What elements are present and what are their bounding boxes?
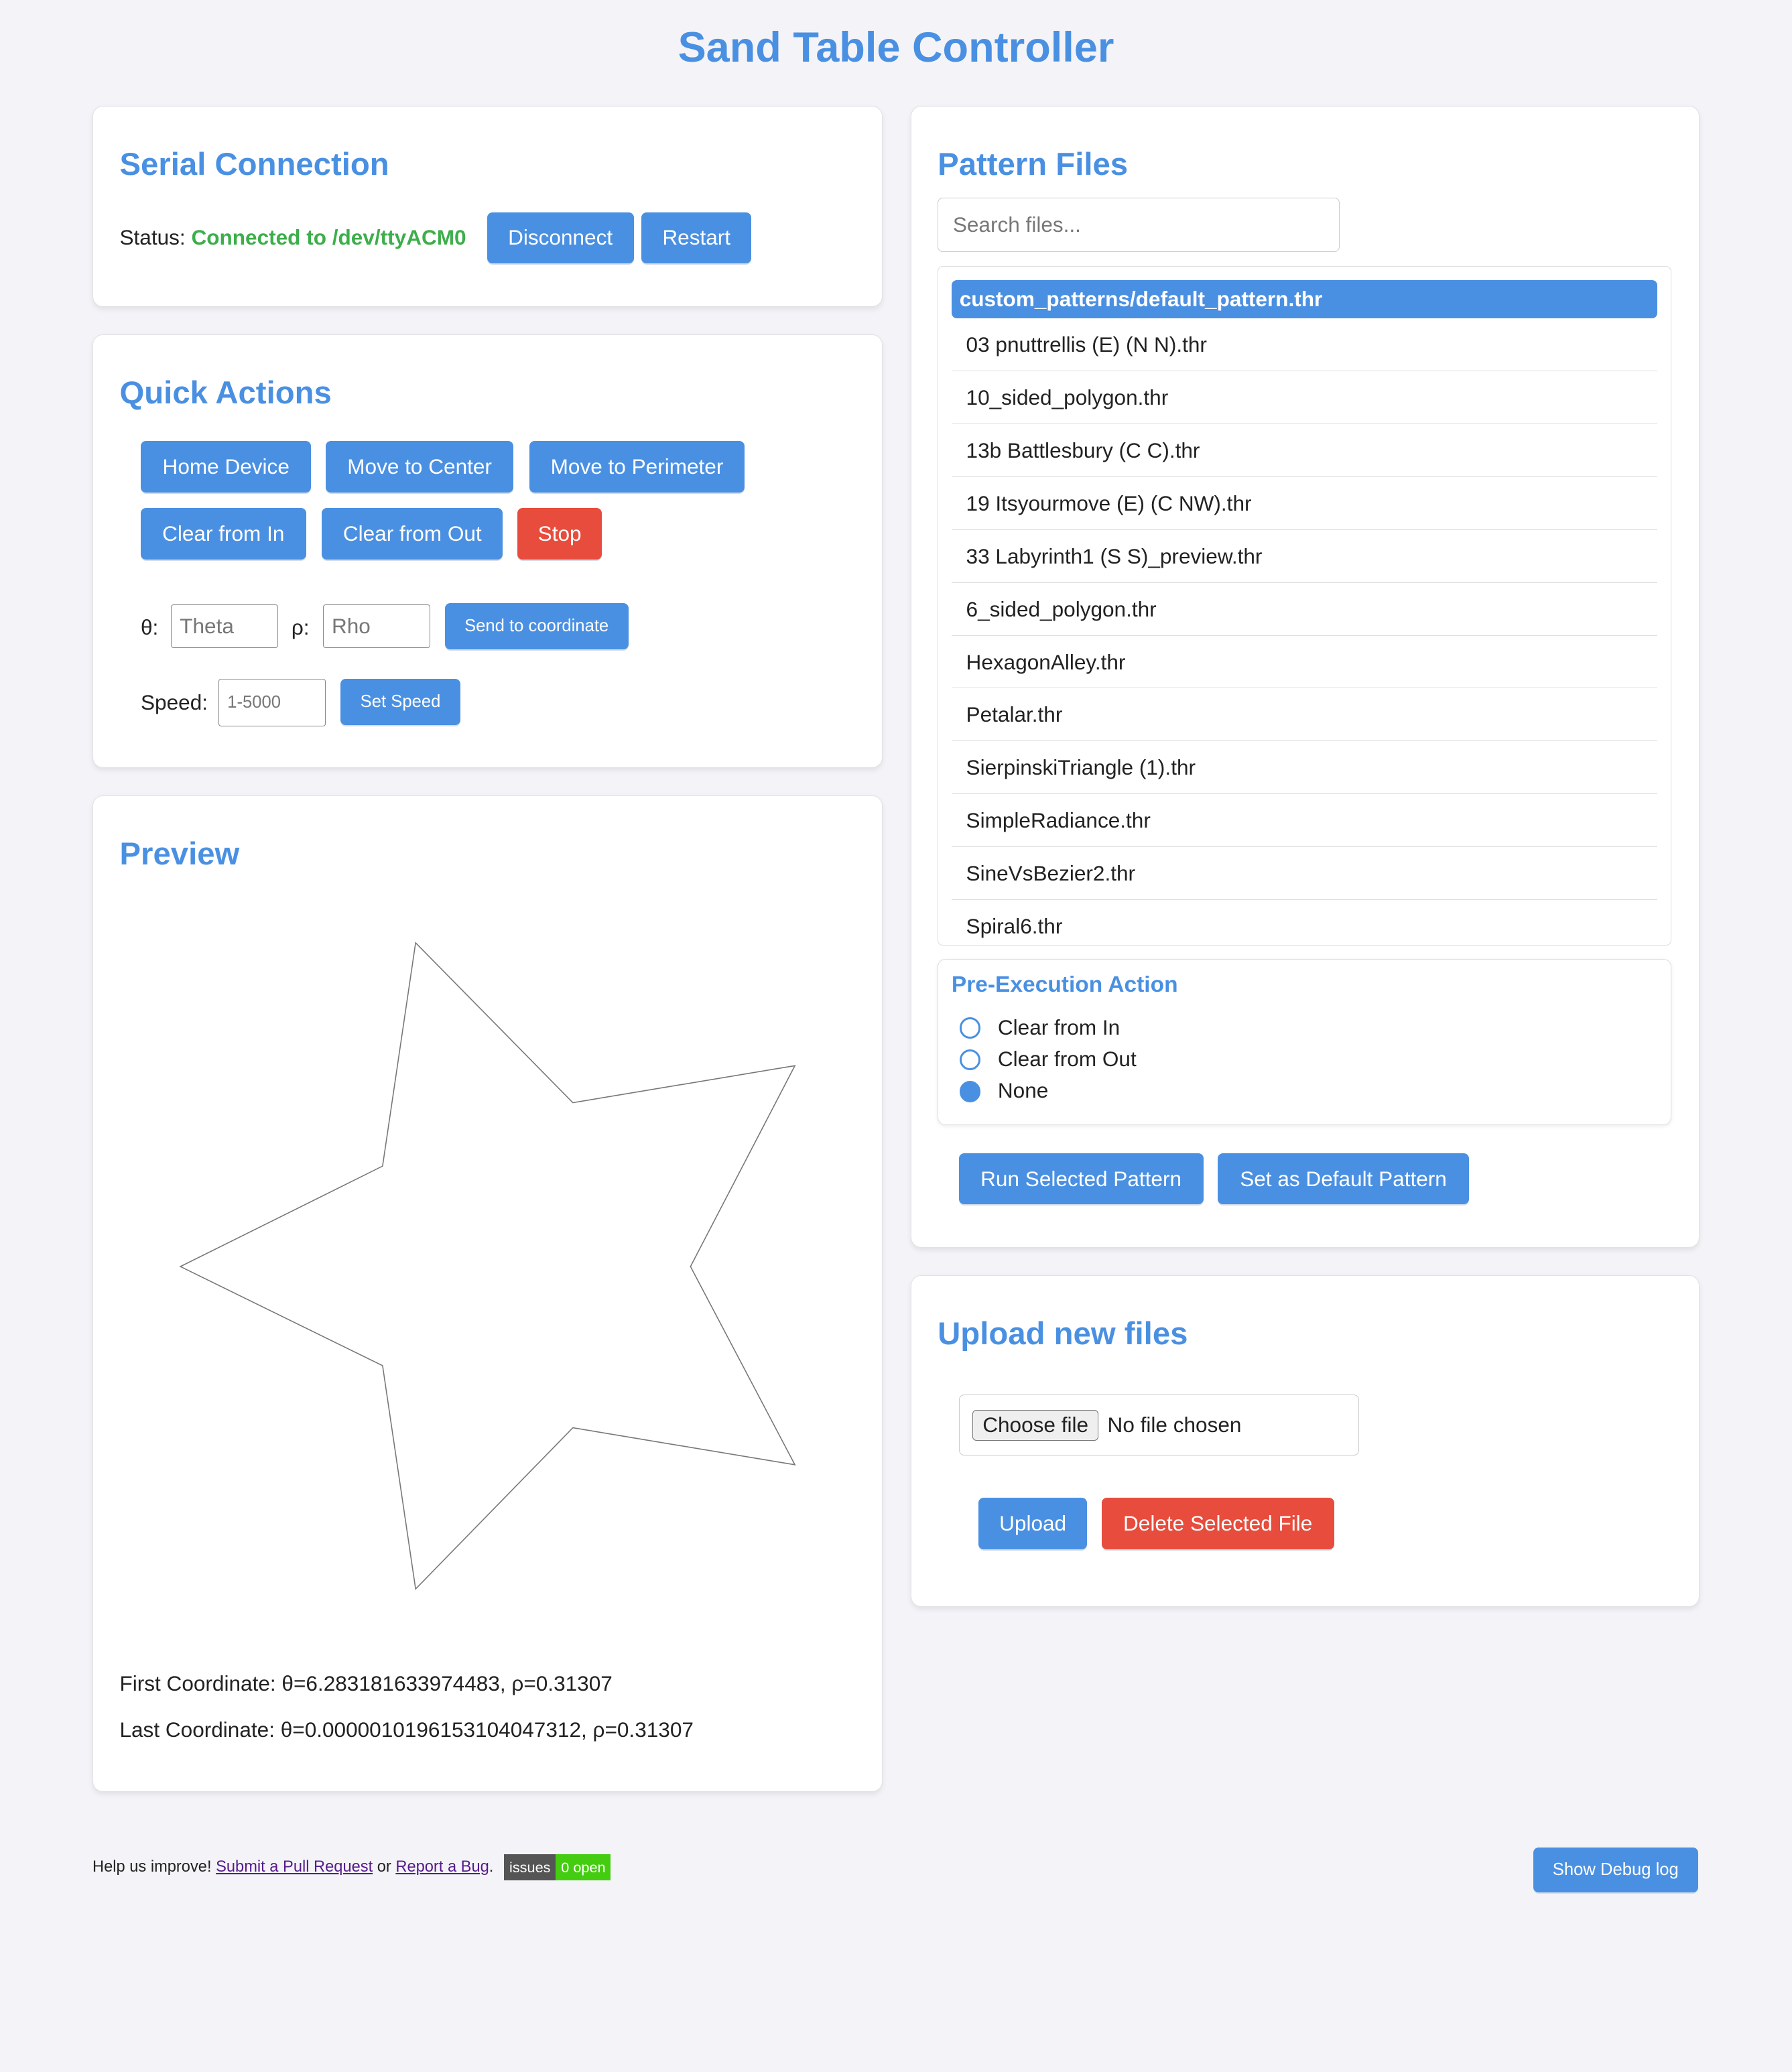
file-input[interactable]: Choose file No file chosen — [958, 1395, 1360, 1456]
set-speed-button[interactable]: Set Speed — [340, 678, 461, 725]
show-debug-log-button[interactable]: Show Debug log — [1533, 1847, 1699, 1892]
file-item[interactable]: 13b Battlesbury (C C).thr — [951, 424, 1657, 477]
speed-input[interactable] — [218, 678, 326, 726]
file-item[interactable]: 10_sided_polygon.thr — [951, 371, 1657, 425]
clear-from-out-button[interactable]: Clear from Out — [322, 508, 503, 560]
search-files-input[interactable] — [938, 197, 1340, 252]
footer: Help us improve! Submit a Pull Request o… — [92, 1854, 611, 1881]
quick-actions-heading: Quick Actions — [119, 375, 332, 411]
pattern-preview-path — [179, 942, 796, 1591]
run-selected-pattern-button[interactable]: Run Selected Pattern — [958, 1153, 1204, 1205]
file-item[interactable]: SimpleRadiance.thr — [951, 794, 1657, 848]
upload-card: Upload new files Choose file No file cho… — [910, 1275, 1700, 1607]
radio-label: Clear from Out — [997, 1046, 1137, 1071]
radio-circle[interactable] — [959, 1017, 981, 1039]
file-item[interactable]: Petalar.thr — [951, 688, 1657, 742]
report-bug-link[interactable]: Report a Bug — [395, 1858, 489, 1876]
delete-selected-file-button[interactable]: Delete Selected File — [1101, 1498, 1334, 1550]
submit-pull-request-link[interactable]: Submit a Pull Request — [216, 1858, 373, 1876]
serial-heading: Serial Connection — [119, 146, 389, 182]
set-default-pattern-button[interactable]: Set as Default Pattern — [1218, 1153, 1469, 1205]
badge-value: 0 open — [556, 1854, 611, 1881]
upload-heading: Upload new files — [938, 1316, 1188, 1352]
preview-heading: Preview — [119, 836, 240, 872]
file-item[interactable]: SierpinskiTriangle (1).thr — [951, 741, 1657, 795]
file-item[interactable]: SineVsBezier2.thr — [951, 847, 1657, 900]
radio-circle-selected[interactable] — [959, 1081, 981, 1102]
rho-label: ρ: — [291, 614, 310, 639]
status-line: Status: Connected to /dev/ttyACM0 — [119, 225, 466, 250]
pre-execution-heading: Pre-Execution Action — [951, 972, 1178, 998]
speed-label: Speed: — [141, 690, 208, 715]
status-value: Connected to /dev/ttyACM0 — [191, 225, 466, 250]
status-label: Status: — [119, 225, 186, 250]
move-to-center-button[interactable]: Move to Center — [326, 440, 514, 493]
home-device-button[interactable]: Home Device — [141, 440, 312, 493]
theta-input[interactable] — [171, 604, 279, 649]
move-to-perimeter-button[interactable]: Move to Perimeter — [529, 440, 745, 493]
file-item[interactable]: 19 Itsyourmove (E) (C NW).thr — [951, 477, 1657, 530]
serial-connection-card: Serial Connection Status: Connected to /… — [92, 105, 883, 307]
file-item[interactable]: 03 pnuttrellis (E) (N N).thr — [951, 318, 1657, 372]
file-list[interactable]: custom_patterns/default_pattern.thr 03 pn… — [938, 266, 1671, 946]
restart-button[interactable]: Restart — [641, 212, 752, 264]
no-file-chosen-label: No file chosen — [1107, 1413, 1242, 1437]
send-to-coordinate-button[interactable]: Send to coordinate — [444, 603, 629, 650]
pattern-preview-canvas — [179, 942, 796, 1591]
file-item-selected[interactable]: custom_patterns/default_pattern.thr — [951, 280, 1657, 319]
radio-circle[interactable] — [959, 1049, 981, 1071]
pattern-files-card: Pattern Files custom_patterns/default_pa… — [910, 105, 1700, 1248]
help-text: Help us improve! — [92, 1858, 212, 1876]
or-text: or — [377, 1858, 391, 1876]
clear-from-in-button[interactable]: Clear from In — [141, 508, 306, 560]
choose-file-button[interactable]: Choose file — [972, 1410, 1098, 1441]
period-text: . — [489, 1858, 494, 1876]
rho-input[interactable] — [323, 604, 430, 649]
file-item[interactable]: HexagonAlley.thr — [951, 636, 1657, 689]
theta-label: θ: — [141, 614, 159, 639]
upload-button[interactable]: Upload — [978, 1498, 1087, 1550]
radio-label: None — [997, 1078, 1049, 1103]
page-title: Sand Table Controller — [678, 24, 1114, 72]
pre-execution-box: Pre-Execution Action Clear from In Clear… — [938, 958, 1671, 1126]
file-item[interactable]: 6_sided_polygon.thr — [951, 583, 1657, 636]
radio-label: Clear from In — [997, 1015, 1121, 1039]
file-item[interactable]: Spiral6.thr — [952, 900, 1657, 945]
first-coordinate: First Coordinate: θ=6.283181633974483, ρ… — [119, 1671, 613, 1695]
last-coordinate: Last Coordinate: θ=0.0000010196153104047… — [119, 1717, 694, 1742]
quick-actions-card: Quick Actions Home Device Move to Center… — [92, 334, 883, 768]
preview-card: Preview First Coordinate: θ=6.2831816339… — [92, 795, 883, 1793]
issues-badge[interactable]: issues 0 open — [504, 1854, 611, 1881]
disconnect-button[interactable]: Disconnect — [487, 212, 634, 264]
pattern-files-heading: Pattern Files — [938, 146, 1129, 182]
file-item[interactable]: 33 Labyrinth1 (S S)_preview.thr — [951, 530, 1657, 583]
stop-button[interactable]: Stop — [517, 508, 602, 560]
badge-label: issues — [504, 1854, 556, 1881]
